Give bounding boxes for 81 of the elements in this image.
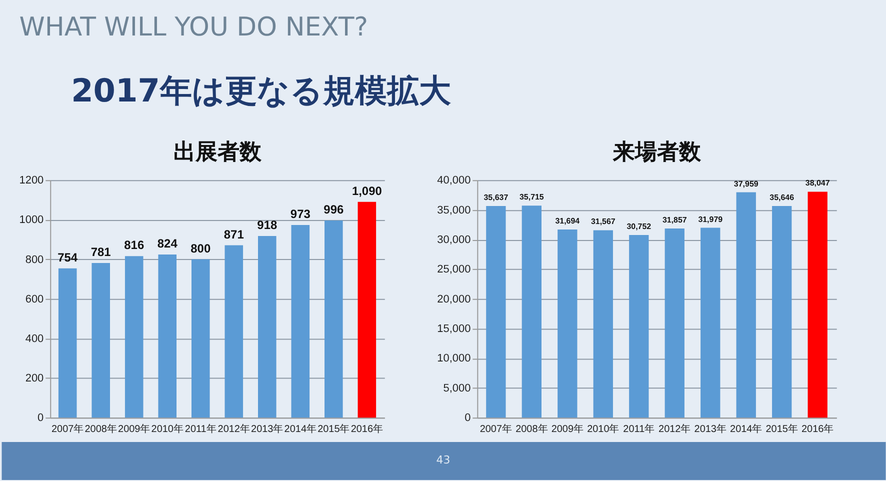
bar (291, 225, 310, 418)
y-tick-label: 10,000 (437, 352, 471, 365)
bar (700, 228, 720, 418)
data-label: 31,694 (555, 216, 580, 226)
data-label: 800 (190, 241, 211, 256)
x-tick-label: 2009年 (551, 423, 584, 436)
bar (772, 206, 792, 418)
y-tick-label: 800 (25, 254, 44, 266)
bar (324, 220, 343, 418)
bar (224, 245, 244, 418)
x-tick-label: 2016年 (350, 423, 384, 436)
bar (58, 268, 77, 418)
x-tick-label: 2009年 (118, 423, 150, 436)
bar (593, 230, 613, 418)
bar (124, 256, 144, 418)
bar (158, 254, 177, 418)
x-tick-label: 2010年 (151, 423, 184, 436)
x-tick-label: 2014年 (730, 423, 762, 436)
y-tick-label: 30,000 (437, 234, 471, 246)
text: 43 (436, 453, 450, 466)
bar (92, 263, 110, 418)
y-tick-label: 600 (25, 293, 44, 306)
data-label: 31,567 (590, 217, 616, 226)
text: WHAT WILL YOU DO NEXT? (19, 12, 368, 42)
x-tick-label: 2007年 (480, 423, 512, 436)
bar (191, 259, 210, 418)
data-label: 35,646 (770, 193, 795, 202)
x-tick-label: 2008年 (84, 423, 117, 436)
data-label: 35,715 (519, 192, 544, 202)
y-tick-label: 15,000 (437, 323, 471, 336)
y-tick-label: 5,000 (443, 382, 471, 394)
x-tick-label: 2011年 (184, 423, 216, 436)
y-tick-label: 20,000 (437, 293, 471, 306)
data-label: 35,637 (484, 193, 509, 202)
y-tick-label: 0 (464, 412, 471, 424)
y-tick-label: 40,000 (437, 174, 471, 187)
data-label: 37,959 (734, 179, 759, 188)
y-tick-label: 0 (38, 412, 44, 424)
x-tick-label: 2015年 (766, 423, 798, 436)
x-tick-label: 2012年 (218, 423, 250, 436)
x-tick-label: 2015年 (318, 423, 350, 436)
x-tick-label: 2011年 (623, 423, 655, 436)
data-label: 31,979 (698, 214, 724, 224)
x-tick-label: 2008年 (516, 423, 548, 436)
data-label: 816 (124, 238, 144, 252)
bar (558, 229, 578, 418)
x-tick-label: 2013年 (251, 423, 284, 436)
y-tick-label: 35,000 (437, 204, 471, 216)
bar (629, 235, 649, 418)
chart-title: 来場者数 (612, 140, 702, 166)
data-label: 918 (257, 218, 278, 232)
data-label: 38,047 (805, 178, 830, 188)
x-tick-label: 2013年 (694, 423, 726, 436)
data-label: 824 (157, 236, 178, 251)
y-tick-label: 1000 (19, 214, 44, 226)
bar (522, 206, 542, 418)
data-label: 871 (224, 227, 244, 242)
data-label: 781 (90, 245, 112, 260)
data-label: 973 (290, 207, 311, 222)
bar (736, 192, 756, 418)
bar (808, 192, 828, 418)
data-label: 996 (324, 202, 344, 217)
chart-title: 出展者数 (173, 140, 262, 166)
data-label: 31,857 (662, 215, 688, 224)
bar (664, 228, 684, 418)
bar (358, 202, 376, 418)
text: 2017年は更なる規模拡大 (71, 71, 451, 110)
data-label: 754 (58, 250, 78, 264)
y-tick-label: 1200 (19, 174, 44, 187)
x-tick-label: 2007年 (52, 423, 84, 436)
y-tick-label: 200 (25, 372, 44, 385)
data-label: 1,090 (352, 184, 382, 198)
x-tick-label: 2014年 (284, 423, 316, 436)
bar (486, 206, 506, 418)
x-tick-label: 2016年 (802, 423, 834, 436)
y-tick-label: 25,000 (437, 264, 471, 276)
data-label: 30,752 (626, 222, 652, 232)
x-tick-label: 2010年 (587, 423, 620, 436)
x-tick-label: 2012年 (658, 423, 691, 436)
y-tick-label: 400 (25, 332, 44, 345)
bar (258, 236, 276, 418)
